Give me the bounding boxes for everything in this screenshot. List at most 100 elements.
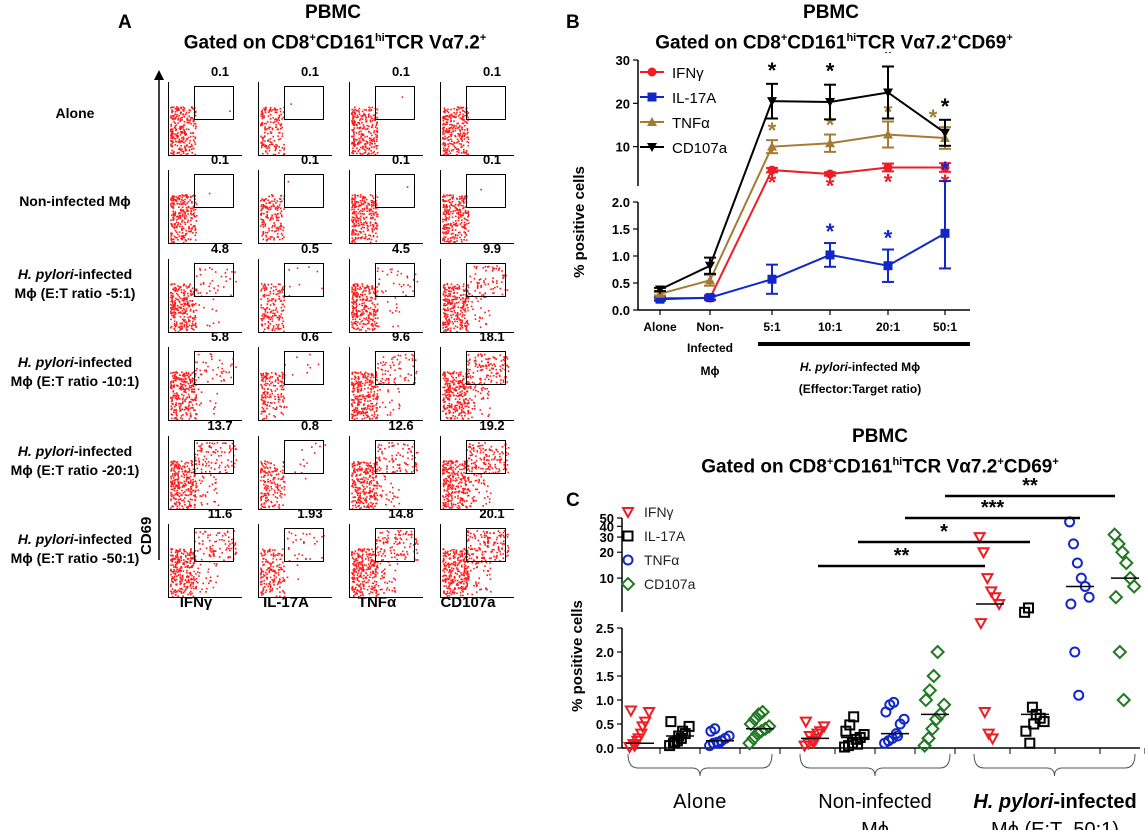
cell-dot <box>370 388 372 390</box>
cell-dot <box>175 323 178 326</box>
cell-dot <box>262 307 264 309</box>
cell-dot <box>173 137 176 140</box>
cell-dot <box>189 139 191 142</box>
cell-dot <box>281 493 283 495</box>
gated-cell-dot <box>467 372 469 375</box>
cell-dot <box>183 202 186 205</box>
cell-dot <box>362 114 364 117</box>
cell-dot <box>351 372 353 375</box>
gated-cell-dot <box>220 371 223 373</box>
cell-dot <box>444 304 446 307</box>
cell-dot <box>280 396 282 398</box>
cell-dot <box>170 307 172 309</box>
gated-cell-dot <box>407 284 409 286</box>
gated-cell-dot <box>491 270 494 272</box>
cell-dot <box>449 302 452 304</box>
cell-dot <box>261 464 264 467</box>
cell-dot <box>366 378 369 381</box>
cell-dot <box>457 141 459 143</box>
cell-dot <box>192 213 194 216</box>
cell-dot <box>187 326 189 328</box>
cell-dot <box>470 305 473 308</box>
cell-dot <box>457 313 459 316</box>
cell-dot <box>185 398 188 400</box>
cell-dot <box>356 152 358 155</box>
cell-dot <box>175 413 178 416</box>
cell-dot <box>172 473 174 475</box>
cell-dot <box>467 411 470 414</box>
cell-dot <box>364 287 367 290</box>
cell-dot <box>442 239 444 241</box>
cell-dot <box>193 475 195 478</box>
cell-dot <box>278 206 280 208</box>
cell-dot <box>171 197 174 200</box>
cell-dot <box>354 288 357 290</box>
cell-dot <box>457 204 460 207</box>
cell-dot <box>182 202 184 204</box>
cell-dot <box>370 388 372 391</box>
cell-dot <box>269 138 272 140</box>
cell-dot <box>191 207 193 209</box>
cell-dot <box>174 487 176 490</box>
cell-dot <box>370 194 372 196</box>
cell-dot <box>264 284 266 287</box>
cell-dot <box>175 124 178 126</box>
cell-dot <box>452 295 454 298</box>
cell-dot <box>195 322 197 325</box>
cell-dot <box>262 380 264 383</box>
cell-dot <box>460 394 463 397</box>
cell-dot <box>467 230 470 232</box>
cell-dot <box>271 236 273 238</box>
cell-dot <box>280 113 282 116</box>
cell-dot <box>354 396 356 398</box>
cell-dot <box>452 415 454 417</box>
cell-dot <box>355 302 358 305</box>
cell-dot <box>189 469 191 472</box>
cell-dot <box>357 141 360 143</box>
cell-dot <box>278 396 280 399</box>
cell-dot <box>458 140 460 142</box>
cell-dot <box>360 228 363 230</box>
cell-dot <box>173 460 175 462</box>
dot-plot-cells <box>260 103 292 156</box>
cell-dot <box>182 387 185 390</box>
cell-dot <box>355 233 357 235</box>
cell-dot <box>448 129 451 132</box>
cell-dot <box>304 477 307 480</box>
cell-dot <box>276 144 279 147</box>
cell-dot <box>186 300 188 303</box>
cell-dot <box>283 373 285 375</box>
cell-dot <box>269 376 272 378</box>
gated-cell-dot <box>195 459 197 462</box>
cell-dot <box>191 152 193 154</box>
cell-dot <box>279 292 281 294</box>
cell-dot <box>181 386 184 388</box>
cell-dot <box>282 472 284 474</box>
cell-dot <box>443 406 445 408</box>
gated-cell-dot <box>467 380 469 383</box>
cell-dot <box>177 330 180 333</box>
cell-dot <box>263 330 265 333</box>
cell-dot <box>462 289 465 291</box>
cell-dot <box>171 295 173 297</box>
cell-dot <box>443 122 445 125</box>
cell-dot <box>188 396 190 399</box>
cell-dot <box>188 467 190 470</box>
cell-dot <box>177 309 179 311</box>
cell-dot <box>270 143 273 145</box>
cell-dot <box>448 127 450 130</box>
cell-dot <box>178 151 180 154</box>
cell-dot <box>266 404 268 406</box>
cell-dot <box>367 327 369 330</box>
cell-dot <box>268 128 270 130</box>
cell-dot <box>171 297 173 300</box>
cell-dot <box>376 310 379 312</box>
dot-plot-axes <box>349 170 423 244</box>
cell-dot <box>172 292 174 295</box>
cell-dot <box>459 403 462 406</box>
cell-dot <box>370 150 372 152</box>
cell-dot <box>366 381 369 384</box>
cell-dot <box>371 200 374 202</box>
cell-dot <box>194 198 196 200</box>
cell-dot <box>354 238 356 241</box>
